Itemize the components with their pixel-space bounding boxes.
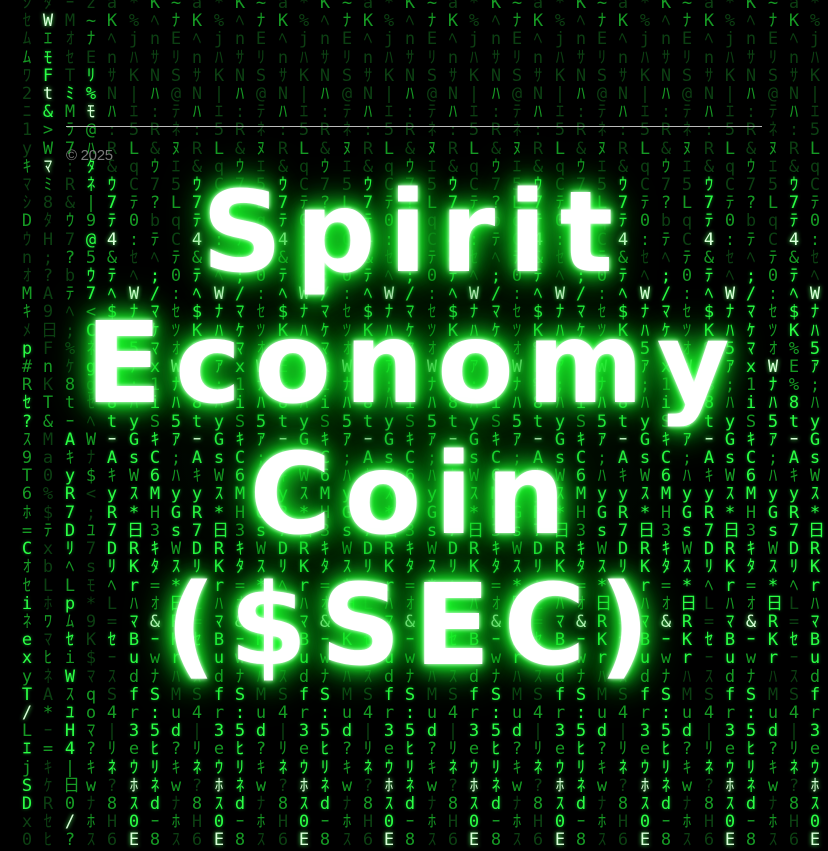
code-rain-column: a K ﾍ n ｻ N ﾊ : R & ｳ 7 ﾃ 4 & ﾃ ﾍ $ K % … xyxy=(191,0,203,851)
code-rain-column: * % j ﾊ K | ｴ 5 L q C ﾃ 0 : ｾ ﾍ W ﾅ ﾊ 5 … xyxy=(382,0,399,851)
code-rain-column: K ﾍ n ｻ N ﾊ : R & ｳ 7 ? b ﾃ ﾍ ; / ﾏ ｹ ﾏ … xyxy=(234,0,246,851)
title-line-1: Spirit xyxy=(201,168,627,298)
divider-line xyxy=(66,126,762,127)
copyright-text: © 2025 xyxy=(66,147,113,164)
code-rain-column: K ﾍ n ｻ N ﾊ : R & ｳ 7 ? b ﾃ ﾍ ; / ﾏ ｹ ﾏ … xyxy=(745,0,757,851)
code-rain-column: K ﾍ n ｻ N ﾊ : R & ｳ 7 ? b ﾃ ﾍ ; / ﾏ ｹ ﾏ … xyxy=(319,0,331,851)
title-line-2: Economy xyxy=(85,299,743,429)
code-rain-column: K ﾍ n ｻ N ﾊ : R & ｳ 7 ? b ﾃ ﾍ ; / ﾏ ｹ ﾏ … xyxy=(404,0,416,851)
code-rain-column: K ﾍ n ｻ N ﾊ : R & ｳ 7 ? b ﾃ ﾍ ; / ﾏ ｹ ﾏ … xyxy=(575,0,587,851)
code-rain-column: * % j ﾊ K | ｴ 5 L q C ﾃ 0 : ｾ ﾍ W ﾅ ﾊ 5 … xyxy=(127,0,144,851)
code-rain-column: a K ﾍ n ｻ N ﾊ : R & ｳ 7 ﾃ 4 & ﾃ ﾍ $ K % … xyxy=(447,0,459,851)
code-rain-column: a K ﾍ n ｻ N ﾊ : R & ｳ 7 ﾃ 4 & ﾃ ﾍ $ K % … xyxy=(788,0,800,851)
code-rain-column: K ﾍ n ｻ N ﾊ : R & ｳ 7 ? b ﾃ ﾍ ; / ﾏ ｹ ﾏ … xyxy=(149,0,161,851)
code-rain-column: * % j ﾊ K | ｴ 5 L q C ﾃ 0 : ｾ ﾍ W ﾅ ﾊ 5 … xyxy=(808,0,825,851)
code-rain-column: ~ ﾅ E ﾘ S @ ﾃ ﾈ ﾇ ｴ 5 L q C ﾃ 0 : ｾ ﾂ ｵ … xyxy=(680,0,697,851)
code-rain-column: ｰ M ｵ ｾ T ﾐ M ﾗ 7 : R & ｳ 7 ? b ﾃ ﾍ ; % … xyxy=(63,0,80,851)
code-rain-column: z ~ ﾅ E ﾘ % ﾓ @ ﾊ ﾀ ﾈ | 9 @ 5 ｳ 7 < C ﾈ … xyxy=(85,0,97,851)
code-rain-column: ~ ﾅ E ﾘ S @ ﾃ ﾈ ﾇ ｴ 5 L q C ﾃ 0 : ｾ ﾂ ｵ … xyxy=(510,0,527,851)
code-rain-column: ~ ﾅ E ﾘ S @ ﾃ ﾈ ﾇ ｴ 5 L q C ﾃ 0 : ｾ ﾂ ｵ … xyxy=(425,0,442,851)
title-line-4: ($SEC) xyxy=(165,561,663,691)
code-rain-column: K ﾍ n ｻ N ﾊ : R & ｳ 7 ? b ﾃ ﾍ ; / ﾏ ｹ ﾏ … xyxy=(660,0,672,851)
code-rain-column: ~ ﾅ E ﾘ S @ ﾃ ﾈ ﾇ ｴ 5 L q C ﾃ 0 : ｾ ﾂ ｵ … xyxy=(766,0,783,851)
code-rain-column: a K ﾍ n ｻ N ﾊ : R & ｳ 7 ﾃ 4 & ﾃ ﾍ $ K % … xyxy=(106,0,118,851)
code-rain-column: ﾀ W ｴ ﾓ F t & > W ﾏ ﾐ 8 ﾀ H ; ? A 9 日 F … xyxy=(41,0,58,851)
coin-title: Spirit Economy Coin ($SEC) xyxy=(0,168,828,692)
code-rain-column: * % j ﾊ K | ｴ 5 L q C ﾃ 0 : ｾ ﾍ W ﾅ ﾊ 5 … xyxy=(467,0,484,851)
code-rain-column: a K ﾍ n ｻ N ﾊ : R & ｳ 7 ﾃ 4 & ﾃ ﾍ $ K % … xyxy=(617,0,629,851)
code-rain-column: * % j ﾊ K | ｴ 5 L q C ﾃ 0 : ｾ ﾍ W ﾅ ﾊ 5 … xyxy=(212,0,229,851)
code-rain-column: ｼ ｾ ﾑ ﾑ ﾜ 2 ﾆ 1 y ｷ ﾏ ｼ D ｳ n ｵ M ｷ ﾒ p … xyxy=(21,0,33,851)
code-rain-column: a K ﾍ n ｻ N ﾊ : R & ｳ 7 ﾃ 4 & ﾃ ﾍ $ K % … xyxy=(703,0,715,851)
code-rain-column: ~ ﾅ E ﾘ S @ ﾃ ﾈ ﾇ ｴ 5 L q C ﾃ 0 : ｾ ﾂ ｵ … xyxy=(169,0,186,851)
code-rain-column: ~ ﾅ E ﾘ S @ ﾃ ﾈ ﾇ ｴ 5 L q C ﾃ 0 : ｾ ﾂ ｵ … xyxy=(254,0,271,851)
code-rain-column: ~ ﾅ E ﾘ S @ ﾃ ﾈ ﾇ ｴ 5 L q C ﾃ 0 : ｾ ﾂ ｵ … xyxy=(340,0,357,851)
code-rain-column: * % j ﾊ K | ｴ 5 L q C ﾃ 0 : ｾ ﾍ W ﾅ ﾊ 5 … xyxy=(638,0,655,851)
code-rain-column: * % j ﾊ K | ｴ 5 L q C ﾃ 0 : ｾ ﾍ W ﾅ ﾊ 5 … xyxy=(723,0,740,851)
code-rain-column: * % j ﾊ K | ｴ 5 L q C ﾃ 0 : ｾ ﾍ W ﾅ ﾊ 5 … xyxy=(553,0,570,851)
code-rain-column: * % j ﾊ K | ｴ 5 L q C ﾃ 0 : ｾ ﾍ W ﾅ ﾊ 5 … xyxy=(297,0,314,851)
code-rain-column: ~ ﾅ E ﾘ S @ ﾃ ﾈ ﾇ ｴ 5 L q C ﾃ 0 : ｾ ﾂ ｵ … xyxy=(595,0,612,851)
code-rain-column: a K ﾍ n ｻ N ﾊ : R & ｳ 7 ﾃ 4 & ﾃ ﾍ $ K % … xyxy=(362,0,374,851)
code-rain-column: a K ﾍ n ｻ N ﾊ : R & ｳ 7 ﾃ 4 & ﾃ ﾍ $ K % … xyxy=(277,0,289,851)
code-rain-column: K ﾍ n ｻ N ﾊ : R & ｳ 7 ? b ﾃ ﾍ ; / ﾏ ｹ ﾏ … xyxy=(490,0,502,851)
code-rain-column: a K ﾍ n ｻ N ﾊ : R & ｳ 7 ﾃ 4 & ﾃ ﾍ $ K % … xyxy=(532,0,544,851)
title-line-3: Coin xyxy=(249,430,579,560)
